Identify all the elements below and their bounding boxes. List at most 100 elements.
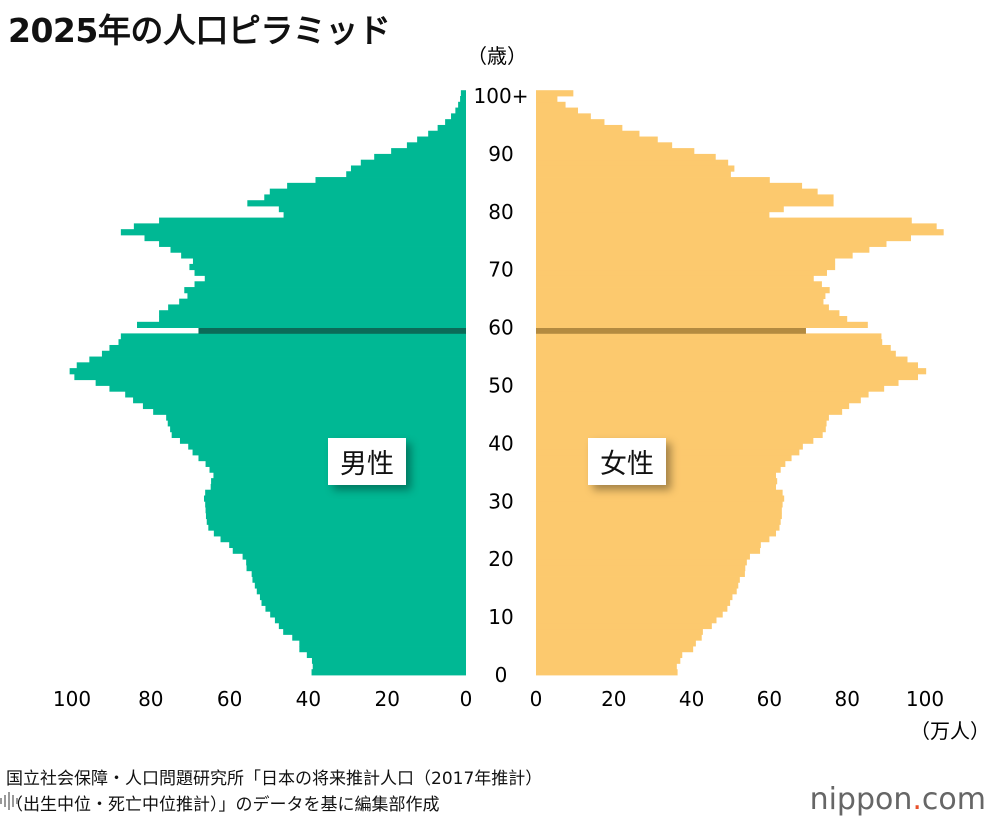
male-bar-age-20	[242, 553, 466, 560]
male-bar-age-97	[455, 107, 466, 114]
female-bar-age-79	[536, 211, 770, 218]
male-bar-age-25	[208, 524, 466, 531]
age-tick-label: 90	[488, 142, 513, 166]
female-bar-age-91	[536, 142, 673, 149]
female-bar-age-18	[536, 564, 746, 572]
male-bar-age-17	[251, 570, 466, 577]
male-bar-age-15	[254, 582, 466, 589]
male-bar-age-92	[417, 136, 466, 143]
female-bar-age-60	[536, 321, 868, 328]
female-bar-age-0	[536, 669, 678, 676]
male-bar-age-91	[406, 142, 466, 149]
female-bar-age-49	[536, 385, 885, 392]
age-tick-label: 50	[488, 374, 513, 398]
female-bar-age-50	[536, 379, 899, 386]
male-bar-age-14	[256, 588, 466, 595]
nippon-logo[interactable]: nippon.com	[810, 782, 986, 817]
female-bar-age-82	[536, 194, 834, 201]
female-bar-age-73	[536, 246, 870, 253]
nippon-logo-bars-icon	[0, 792, 18, 810]
male-bar-age-5	[299, 640, 466, 647]
male-bar-age-89	[374, 153, 466, 161]
female-bar-age-12	[536, 599, 731, 606]
female-x-tick-label: 100	[906, 687, 944, 711]
female-bar-age-40	[536, 437, 814, 444]
female-bar-age-83	[536, 188, 818, 195]
female-bar-age-39	[536, 443, 803, 450]
x-axis-unit-label: （万人）	[910, 719, 990, 743]
male-bar-age-58	[120, 333, 466, 340]
female-bar-age-77	[536, 223, 937, 230]
chart-title: 2025年の人口ピラミッド	[8, 11, 391, 50]
male-bar-age-66	[184, 287, 467, 294]
male-bar-age-1	[312, 663, 466, 670]
female-bar-age-69	[536, 269, 827, 276]
female-bar-age-44	[536, 414, 829, 421]
female-bar-age-53	[536, 362, 918, 369]
female-bar-age-25	[536, 524, 780, 531]
male-bar-age-85	[315, 177, 466, 184]
male-bar-age-32	[210, 483, 466, 491]
female-bar-age-80	[536, 206, 784, 213]
female-bar-age-63	[536, 304, 829, 311]
male-bars	[69, 90, 467, 676]
male-x-tick-label: 60	[217, 687, 242, 711]
male-bar-age-83	[269, 188, 466, 195]
female-label: 女性	[588, 438, 666, 485]
male-bar-age-71	[192, 258, 466, 265]
female-bar-age-13	[536, 593, 733, 601]
male-bar-age-42	[170, 426, 466, 433]
source-line-1: 国立社会保障・人口問題研究所「日本の将来推計人口（2017年推計）	[6, 769, 543, 789]
female-bar-age-99	[536, 96, 558, 103]
female-bar-age-92	[536, 136, 658, 143]
female-bar-age-98	[536, 101, 566, 108]
logo-name: nippon	[809, 782, 913, 817]
female-bar-age-11	[536, 605, 728, 612]
male-bar-age-9	[274, 617, 466, 624]
female-bar-age-42	[536, 426, 826, 433]
male-x-tick-label: 80	[138, 687, 163, 711]
female-bar-age-65	[536, 292, 826, 300]
male-bar-age-82	[264, 194, 466, 201]
male-bar-age-21	[232, 547, 466, 554]
female-bar-age-24	[536, 530, 777, 537]
male-bar-age-86	[346, 171, 466, 178]
female-bar-age-48	[536, 391, 869, 398]
female-bar-age-52	[536, 368, 927, 375]
female-bar-age-27	[536, 512, 782, 520]
female-bar-age-95	[536, 119, 605, 126]
female-bar-age-72	[536, 252, 853, 259]
age-tick-label: 20	[488, 547, 513, 571]
female-bar-age-54	[536, 356, 908, 363]
male-bar-age-22	[229, 541, 466, 549]
male-bar-age-98	[458, 101, 466, 108]
female-bar-age-57	[536, 339, 883, 346]
source-line-2: （出生中位・死亡中位推計）」のデータを基に編集部作成	[6, 795, 440, 815]
female-bar-age-46	[536, 402, 850, 410]
age-tick-label: 10	[488, 605, 513, 629]
female-bar-age-16	[536, 576, 740, 583]
male-bar-age-29	[205, 501, 466, 508]
female-x-tick-label: 60	[757, 687, 782, 711]
male-bar-age-61	[159, 316, 466, 323]
male-bar-age-0	[311, 669, 466, 676]
male-bar-age-4	[299, 646, 466, 653]
female-bar-age-30	[536, 495, 785, 502]
female-bar-age-70	[536, 263, 836, 271]
male-bar-age-27	[205, 512, 466, 520]
female-bar-age-58	[536, 333, 882, 340]
male-bar-age-26	[206, 518, 467, 525]
male-bar-age-13	[259, 593, 466, 601]
male-bar-age-18	[246, 564, 466, 572]
female-bar-age-88	[536, 159, 729, 166]
age-tick-label: 100+	[474, 84, 529, 108]
logo-dot: .	[912, 782, 922, 817]
female-bar-age-90	[536, 148, 695, 155]
male-bar-age-84	[287, 182, 466, 190]
male-bar-age-41	[171, 431, 466, 439]
female-bar-age-93	[536, 130, 640, 137]
male-bar-age-70	[189, 263, 467, 271]
female-bar-age-6	[536, 634, 702, 641]
male-bar-age-52	[69, 368, 467, 375]
female-bar-age-67	[536, 281, 822, 288]
